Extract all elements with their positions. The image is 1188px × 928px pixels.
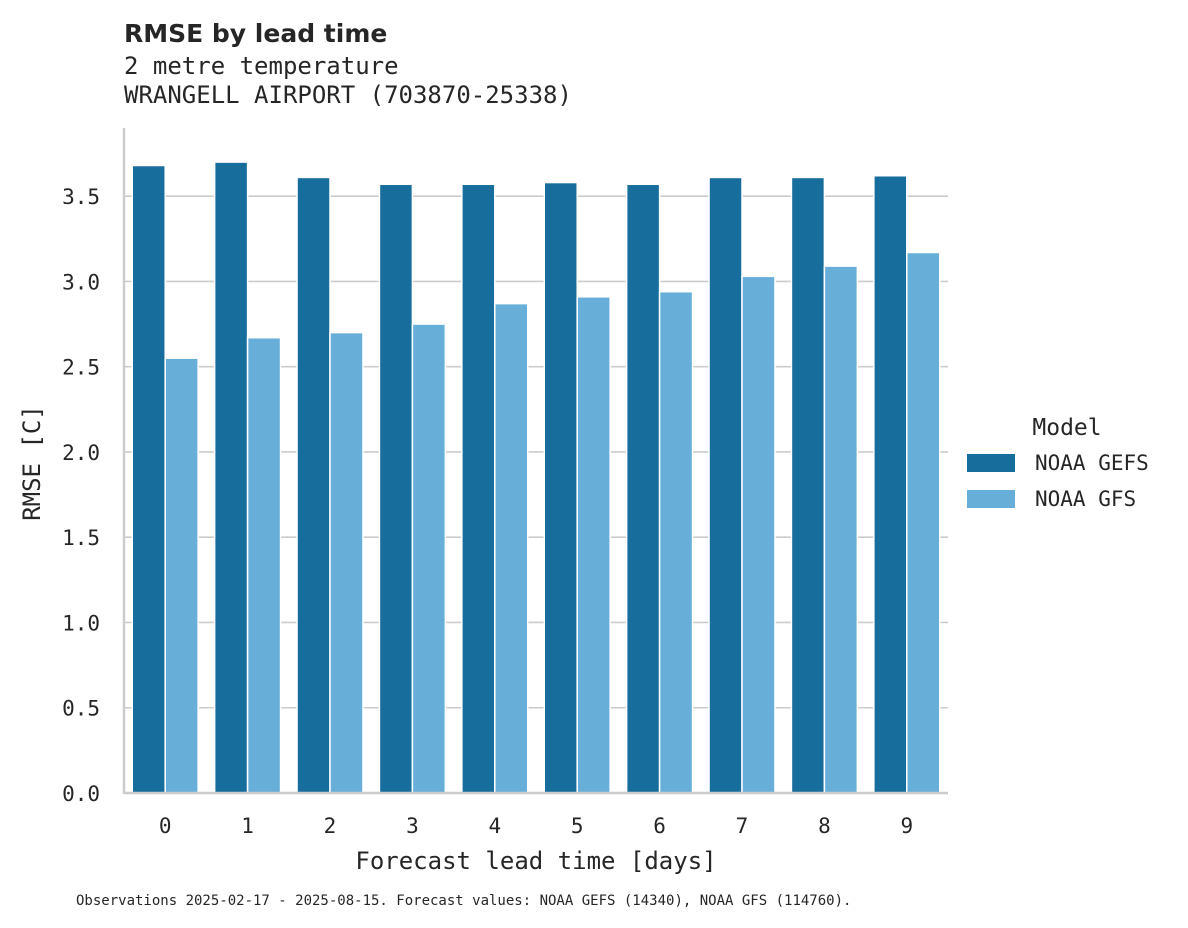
x-tick-label: 8 [818, 814, 831, 838]
x-axis-label: Forecast lead time [days] [355, 847, 716, 875]
y-tick-label: 3.0 [62, 270, 100, 294]
x-tick-label: 6 [653, 814, 666, 838]
chart-title: RMSE by lead time [124, 19, 387, 48]
bar-noaa-gfs-7 [741, 275, 776, 794]
x-tick-label: 0 [159, 814, 172, 838]
y-axis-label: RMSE [C] [18, 405, 46, 521]
bar-noaa-gfs-0 [164, 357, 199, 794]
chart-subtitle-station: WRANGELL AIRPORT (703870-25338) [124, 81, 572, 109]
bar-noaa-gfs-2 [329, 331, 364, 794]
bar-noaa-gefs-1 [213, 161, 249, 794]
x-tick-label: 3 [406, 814, 419, 838]
bar-noaa-gefs-6 [625, 183, 661, 794]
x-tick-label: 5 [571, 814, 584, 838]
legend-swatch-noaa-gefs [967, 454, 1015, 472]
bar-noaa-gfs-1 [246, 336, 282, 794]
x-tick-label: 1 [241, 814, 254, 838]
bar-noaa-gefs-5 [543, 181, 578, 794]
footnote: Observations 2025-02-17 - 2025-08-15. Fo… [76, 893, 851, 909]
y-tick-label: 2.5 [62, 356, 100, 380]
x-tick-label: 7 [736, 814, 749, 838]
bar-noaa-gfs-6 [658, 290, 694, 794]
axes [122, 128, 948, 795]
x-tick-label: 9 [900, 814, 913, 838]
chart-subtitle-variable: 2 metre temperature [124, 52, 399, 80]
y-tick-label: 3.5 [62, 185, 100, 209]
bar-noaa-gfs-9 [906, 251, 941, 794]
bar-noaa-gefs-0 [131, 164, 166, 794]
bars [131, 161, 941, 794]
bar-noaa-gefs-2 [296, 176, 331, 794]
bar-noaa-gfs-4 [494, 302, 529, 794]
bar-noaa-gfs-3 [411, 323, 447, 794]
bar-noaa-gfs-8 [823, 265, 859, 794]
bar-noaa-gefs-4 [461, 183, 496, 794]
bar-noaa-gefs-3 [378, 183, 414, 794]
x-tick-labels: 0 1 2 3 4 5 6 7 8 9 [159, 814, 913, 838]
legend-swatch-noaa-gfs [967, 490, 1015, 508]
legend-title: Model [1032, 415, 1101, 441]
bar-noaa-gefs-7 [708, 176, 743, 794]
bar-noaa-gfs-5 [576, 296, 611, 794]
y-tick-label: 1.0 [62, 611, 100, 635]
y-tick-label: 2.0 [62, 441, 100, 465]
bar-noaa-gefs-9 [873, 174, 908, 794]
legend: Model NOAA GEFS NOAA GFS [967, 415, 1149, 511]
y-tick-labels: 0.0 0.5 1.0 1.5 2.0 2.5 3.0 3.5 [62, 185, 100, 806]
legend-label: NOAA GEFS [1035, 451, 1149, 475]
y-tick-label: 0.0 [62, 782, 100, 806]
x-tick-label: 4 [488, 814, 501, 838]
legend-label: NOAA GFS [1035, 487, 1136, 511]
y-tick-label: 1.5 [62, 526, 100, 550]
y-tick-label: 0.5 [62, 697, 100, 721]
bar-noaa-gefs-8 [790, 176, 826, 794]
x-tick-label: 2 [324, 814, 337, 838]
